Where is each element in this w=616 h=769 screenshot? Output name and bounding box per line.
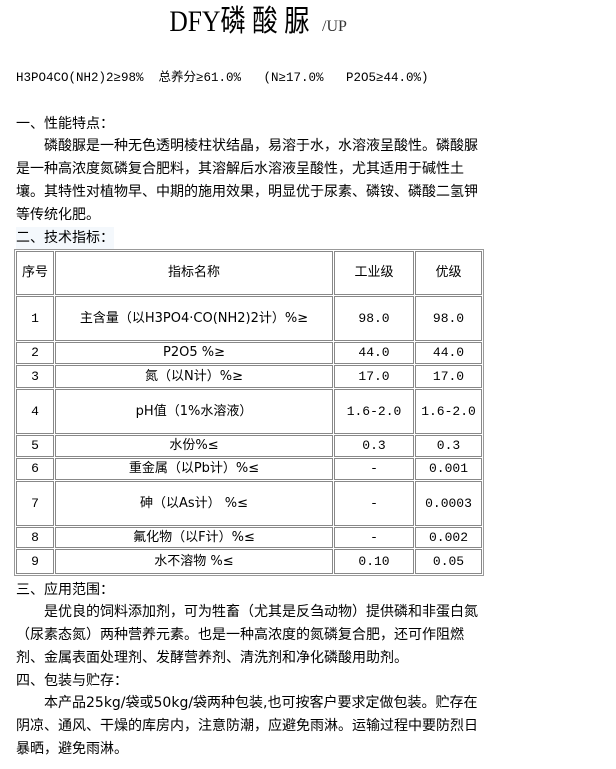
- row-name: P2O5 %≥: [55, 342, 333, 364]
- row-premium: 17.0: [415, 365, 482, 388]
- row-industrial: -: [334, 458, 414, 480]
- table-row: 6 重金属（以Pb计）%≤ -0.001: [16, 458, 482, 480]
- title-suffix: /UP: [322, 18, 347, 35]
- table-row: 4 pH值（1%水溶液） 1.6-2.0 1.6-2.0: [16, 389, 482, 434]
- features-paragraph: 磷酸脲是一种无色透明棱柱状结晶，易溶于水，水溶液呈酸性。磷酸脲是一种高浓度氮磷复…: [16, 138, 478, 223]
- section-heading-features: 一、性能特点：: [16, 116, 114, 132]
- row-industrial: 0.10: [334, 549, 414, 574]
- row-premium: 0.3: [415, 435, 482, 457]
- row-name: 水份%≤: [55, 435, 333, 457]
- row-premium: 0.05: [415, 549, 482, 574]
- row-premium: 0.0003: [415, 481, 482, 526]
- section-heading-packaging: 四、包装与贮存：: [16, 673, 128, 689]
- formula-line: H3PO4CO(NH2)2≥98% 总养分≥61.0% (N≥17.0% P2O…: [16, 71, 429, 85]
- row-no: 1: [16, 296, 54, 341]
- table-row: 2 P2O5 %≥ 44.0 44.0: [16, 342, 482, 364]
- row-no: 2: [16, 342, 54, 364]
- header-premium: 优级: [415, 251, 482, 295]
- row-premium: 44.0: [415, 342, 482, 364]
- row-no: 4: [16, 389, 54, 434]
- row-no: 8: [16, 527, 54, 548]
- row-no: 7: [16, 481, 54, 526]
- page-title: DFY磷 酸 脲/UP: [0, 4, 504, 45]
- header-name: 指标名称: [55, 251, 333, 295]
- row-industrial: -: [334, 527, 414, 548]
- row-premium: 0.001: [415, 458, 482, 480]
- row-premium: 1.6-2.0: [415, 389, 482, 434]
- row-name: 砷（以As计） %≤: [55, 481, 333, 526]
- row-name: 重金属（以Pb计）%≤: [55, 458, 333, 480]
- spec-table: 序号 指标名称 工业级 优级 1 主含量（以H3PO4·CO(NH2)2计）%≥ 9…: [14, 249, 484, 576]
- row-industrial: -: [334, 481, 414, 526]
- section-heading-specs: 二、技术指标：: [16, 227, 114, 249]
- row-no: 6: [16, 458, 54, 480]
- row-premium: 98.0: [415, 296, 482, 341]
- table-row: 9 水不溶物 %≤ 0.10 0.05: [16, 549, 482, 574]
- applications-paragraph: 是优良的饲料添加剂，可为牲畜（尤其是反刍动物）提供磷和非蛋白氮（尿素态氮）两种营…: [16, 604, 478, 666]
- header-no: 序号: [16, 251, 54, 295]
- row-name: 氟化物（以F计）%≤: [55, 527, 333, 548]
- table-header-row: 序号 指标名称 工业级 优级: [16, 251, 482, 295]
- row-name: 主含量（以H3PO4·CO(NH2)2计）%≥: [55, 296, 333, 341]
- row-name: 水不溶物 %≤: [55, 549, 333, 574]
- row-no: 3: [16, 365, 54, 388]
- table-row: 5 水份%≤ 0.3 0.3: [16, 435, 482, 457]
- title-main: DFY磷 酸 脲: [169, 5, 310, 38]
- table-row: 7 砷（以As计） %≤ -0.0003: [16, 481, 482, 526]
- section-heading-applications: 三、应用范围：: [16, 582, 114, 598]
- row-industrial: 98.0: [334, 296, 414, 341]
- row-no: 5: [16, 435, 54, 457]
- document: DFY磷 酸 脲/UP H3PO4CO(NH2)2≥98% 总养分≥61.0% …: [14, 5, 484, 757]
- row-name: pH值（1%水溶液）: [55, 389, 333, 434]
- row-no: 9: [16, 549, 54, 574]
- row-name: 氮（以N计）%≥: [55, 365, 333, 388]
- packaging-paragraph: 本产品25kg/袋或50kg/袋两种包装,也可按客户要求定做包装。贮存在阴凉、通…: [16, 695, 478, 757]
- row-industrial: 44.0: [334, 342, 414, 364]
- row-industrial: 17.0: [334, 365, 414, 388]
- table-row: 1 主含量（以H3PO4·CO(NH2)2计）%≥ 98.0 98.0: [16, 296, 482, 341]
- table-row: 3 氮（以N计）%≥ 17.0 17.0: [16, 365, 482, 388]
- table-row: 8 氟化物（以F计）%≤ -0.002: [16, 527, 482, 548]
- header-industrial: 工业级: [334, 251, 414, 295]
- row-industrial: 0.3: [334, 435, 414, 457]
- row-industrial: 1.6-2.0: [334, 389, 414, 434]
- row-premium: 0.002: [415, 527, 482, 548]
